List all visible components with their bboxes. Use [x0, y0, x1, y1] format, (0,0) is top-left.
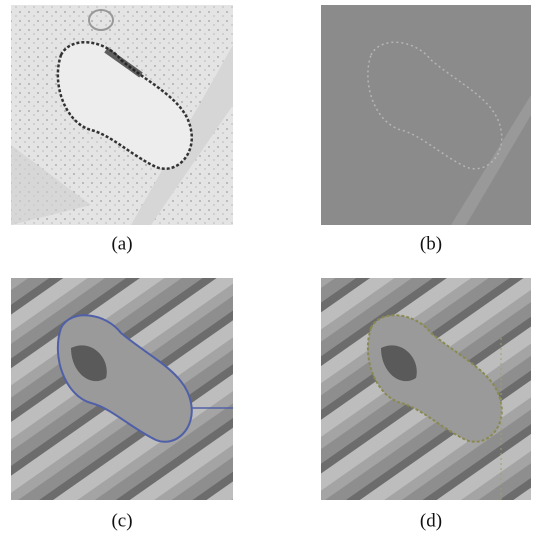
panel-b — [321, 5, 531, 225]
caption: (b) — [420, 233, 442, 254]
panel-a — [11, 5, 233, 225]
panel-d — [321, 278, 531, 500]
panel-c — [11, 278, 233, 500]
caption: (a) — [111, 233, 132, 254]
caption: (c) — [111, 510, 132, 531]
caption: (d) — [420, 510, 442, 531]
figure: (a) (b) (c) (d) — [0, 0, 536, 537]
